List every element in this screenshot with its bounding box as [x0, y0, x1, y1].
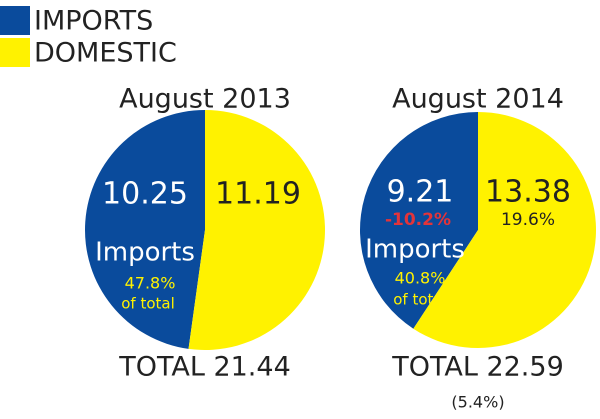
legend-label: DOMESTIC — [34, 38, 177, 69]
pie-title: August 2014 — [392, 84, 564, 115]
total-change: (5.4%) — [451, 393, 504, 412]
pie-slice — [84, 110, 205, 349]
pie-slice — [359, 112, 478, 329]
value-label: 13.38 — [485, 175, 571, 210]
share-label: Imports — [365, 235, 465, 265]
value-label: 9.21 — [387, 175, 454, 210]
pie-title: August 2013 — [119, 84, 291, 115]
pie-slice — [413, 112, 597, 348]
total-label: TOTAL 22.59 — [391, 352, 564, 383]
share-value: 40.8% — [395, 269, 446, 288]
pie-slice — [188, 110, 325, 350]
legend-swatch — [0, 6, 30, 35]
value-label: 11.19 — [215, 177, 301, 212]
legend-label: IMPORTS — [34, 6, 153, 37]
import-change: -10.2% — [385, 210, 451, 230]
total-label: TOTAL 21.44 — [118, 352, 291, 383]
legend-swatch — [0, 38, 30, 67]
share-note: of total — [121, 295, 175, 313]
domestic-change: 19.6% — [501, 210, 555, 230]
share-value: 47.8% — [125, 274, 176, 293]
value-label: 10.25 — [102, 177, 188, 212]
share-label: Imports — [95, 238, 195, 268]
share-note: of total — [393, 291, 447, 309]
